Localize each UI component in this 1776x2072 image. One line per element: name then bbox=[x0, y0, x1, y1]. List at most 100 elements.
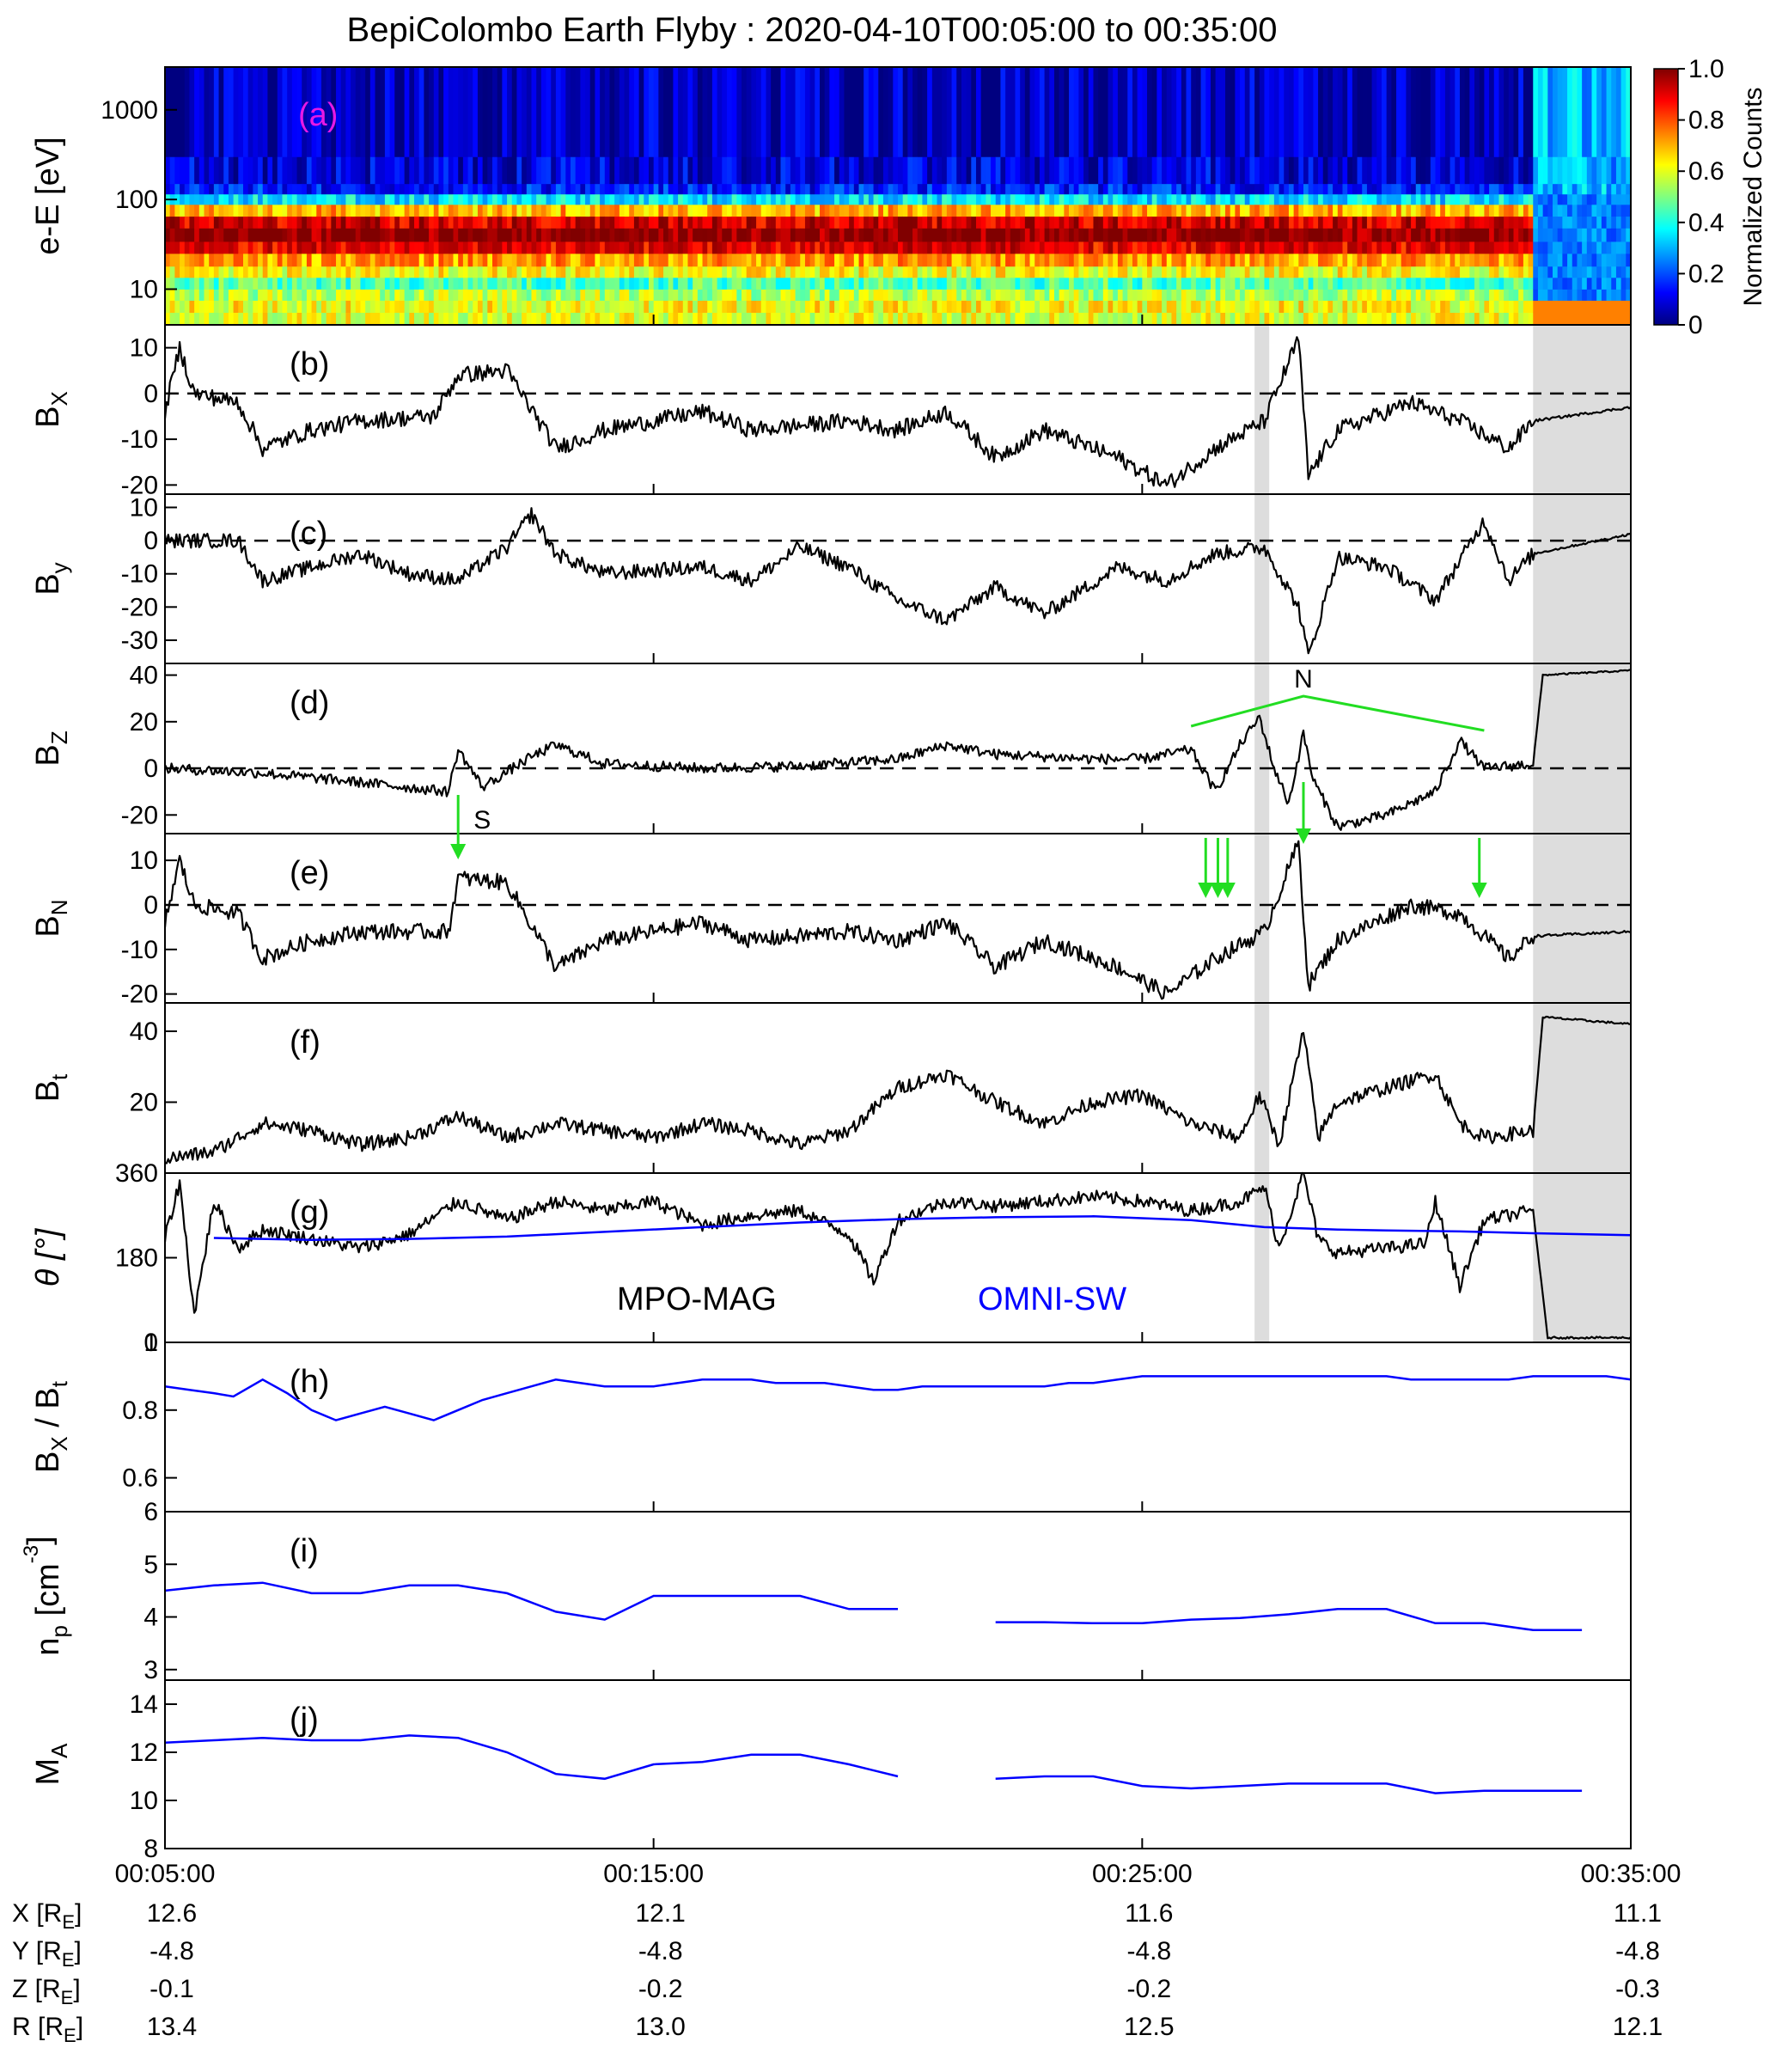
ytick-label-i: 6 bbox=[143, 1498, 158, 1526]
arrow-n bbox=[1295, 782, 1311, 844]
mag-trace-e bbox=[163, 840, 1632, 1000]
orbit-value: 11.1 bbox=[1614, 1899, 1662, 1928]
ytick-label-f: 40 bbox=[130, 1018, 158, 1046]
ytick-label-j: 12 bbox=[130, 1739, 158, 1767]
xtick-label: 00:15:00 bbox=[603, 1860, 704, 1888]
panel-tag-f: (f) bbox=[290, 1024, 320, 1060]
orbit-value: -0.2 bbox=[1126, 1975, 1171, 2003]
ylabel-h: BX / Bt bbox=[30, 1380, 72, 1473]
ytick-label-b: -20 bbox=[121, 471, 158, 499]
ytick-label-e: -20 bbox=[121, 981, 158, 1009]
orbit-value: 13.0 bbox=[635, 2013, 685, 2041]
legend-sw: OMNI-SW bbox=[978, 1281, 1126, 1317]
shaded-interval-1 bbox=[1254, 67, 1270, 1342]
ytick-label-d: 20 bbox=[130, 708, 158, 737]
n-bracket bbox=[1190, 694, 1485, 732]
ytick-label-d: 40 bbox=[130, 662, 158, 690]
ylabel-c: By bbox=[30, 562, 72, 595]
annot-s: S bbox=[473, 806, 491, 834]
panel-tag-g: (g) bbox=[290, 1195, 329, 1231]
orbit-value: -0.2 bbox=[638, 1975, 683, 2003]
ytick-label-j: 10 bbox=[130, 1787, 158, 1815]
mag-trace-b bbox=[163, 336, 1632, 488]
spectrogram bbox=[165, 67, 1632, 326]
colorbar-label: Normalized Counts bbox=[1739, 87, 1767, 306]
ytick-label-a: 10 bbox=[130, 275, 158, 303]
ytick-label-f: 20 bbox=[130, 1089, 158, 1117]
panel-tag-e: (e) bbox=[290, 855, 329, 891]
sw-series-h-1 bbox=[164, 1375, 1632, 1421]
orbit-value: -0.1 bbox=[150, 1975, 194, 2003]
annot-n: N bbox=[1294, 665, 1313, 694]
panel-tag-b: (b) bbox=[290, 346, 329, 382]
xtick-label: 00:05:00 bbox=[115, 1860, 216, 1888]
ytick-label-h: 0.8 bbox=[122, 1397, 158, 1425]
ytick-label-j: 14 bbox=[130, 1690, 158, 1719]
cbar-tick-label: 0.8 bbox=[1688, 107, 1724, 135]
ytick-label-e: -10 bbox=[121, 936, 158, 964]
orbit-value: 12.6 bbox=[147, 1899, 197, 1928]
mag-trace-c bbox=[163, 507, 1632, 655]
ytick-label-c: 10 bbox=[130, 493, 158, 522]
ytick-label-c: -30 bbox=[121, 626, 158, 655]
ylabel-g: θ [°] bbox=[30, 1227, 66, 1287]
panel-tag-j: (j) bbox=[290, 1702, 319, 1738]
axes-frame-b bbox=[164, 324, 1632, 495]
orbit-label-0: X [RE] bbox=[12, 1899, 82, 1933]
ylabel-f: Bt bbox=[30, 1073, 72, 1102]
orbit-value: 13.4 bbox=[147, 2013, 197, 2041]
ytick-label-j: 8 bbox=[143, 1835, 158, 1863]
ytick-label-c: -10 bbox=[121, 560, 158, 589]
orbit-value: -4.8 bbox=[1126, 1937, 1171, 1965]
orbit-value: 12.5 bbox=[1124, 2013, 1174, 2041]
ylabel-i: np [cm-3] bbox=[20, 1536, 72, 1655]
ytick-label-i: 4 bbox=[143, 1604, 158, 1632]
ytick-label-h: 1 bbox=[143, 1329, 158, 1357]
axes-frame-c bbox=[164, 493, 1632, 664]
sw-series-g-1 bbox=[213, 1215, 1632, 1241]
ylabel-b: BX bbox=[30, 391, 72, 428]
panel-tag-i: (i) bbox=[290, 1533, 319, 1569]
sw-series-i-2 bbox=[995, 1608, 1583, 1632]
ytick-label-g: 0 bbox=[143, 1329, 158, 1357]
ylabel-e: BN bbox=[30, 899, 72, 937]
ytick-label-b: -10 bbox=[121, 425, 158, 454]
mag-trace-g bbox=[163, 1171, 1632, 1340]
panel-tag-h: (h) bbox=[290, 1364, 329, 1400]
ytick-label-i: 5 bbox=[143, 1550, 158, 1579]
legend-mag: MPO-MAG bbox=[617, 1281, 777, 1317]
ylabel-d: BZ bbox=[30, 730, 72, 766]
panel-tag-d: (d) bbox=[290, 685, 329, 721]
axes-frame-j bbox=[164, 1679, 1632, 1849]
ytick-label-a: 1000 bbox=[101, 96, 158, 125]
ytick-label-a: 100 bbox=[115, 186, 158, 214]
ytick-label-e: 10 bbox=[130, 847, 158, 875]
sw-series-i-1 bbox=[164, 1581, 898, 1621]
cbar-tick-label: 0.6 bbox=[1688, 157, 1724, 186]
cbar-tick-label: 0 bbox=[1688, 311, 1703, 339]
cbar-tick-label: 0.4 bbox=[1688, 209, 1724, 237]
sw-series-j-2 bbox=[995, 1775, 1583, 1794]
arrow-s bbox=[450, 795, 467, 859]
orbit-value: -4.8 bbox=[638, 1937, 683, 1965]
arrow-e-2 bbox=[1198, 838, 1214, 898]
axes-frame-g bbox=[164, 1172, 1632, 1343]
arrow-e-3 bbox=[1210, 838, 1226, 898]
panel-tag-a: (a) bbox=[298, 97, 338, 133]
ytick-label-d: 0 bbox=[143, 755, 158, 783]
ytick-label-d: -20 bbox=[121, 801, 158, 829]
colorbar bbox=[1653, 68, 1679, 326]
panel-tag-c: (c) bbox=[290, 516, 327, 552]
cbar-tick-label: 0.2 bbox=[1688, 260, 1724, 288]
axes-frame-d bbox=[164, 663, 1632, 834]
orbit-label-2: Z [RE] bbox=[12, 1975, 81, 2008]
mag-trace-f bbox=[164, 1015, 1631, 1164]
ytick-label-h: 0.6 bbox=[122, 1464, 158, 1493]
ytick-label-e: 0 bbox=[143, 891, 158, 920]
axes-frame-e bbox=[164, 833, 1632, 1004]
orbit-value: 11.6 bbox=[1125, 1899, 1173, 1928]
ylabel-j: MA bbox=[30, 1743, 72, 1786]
arrow-e-4 bbox=[1219, 838, 1236, 898]
orbit-value: -4.8 bbox=[150, 1937, 194, 1965]
